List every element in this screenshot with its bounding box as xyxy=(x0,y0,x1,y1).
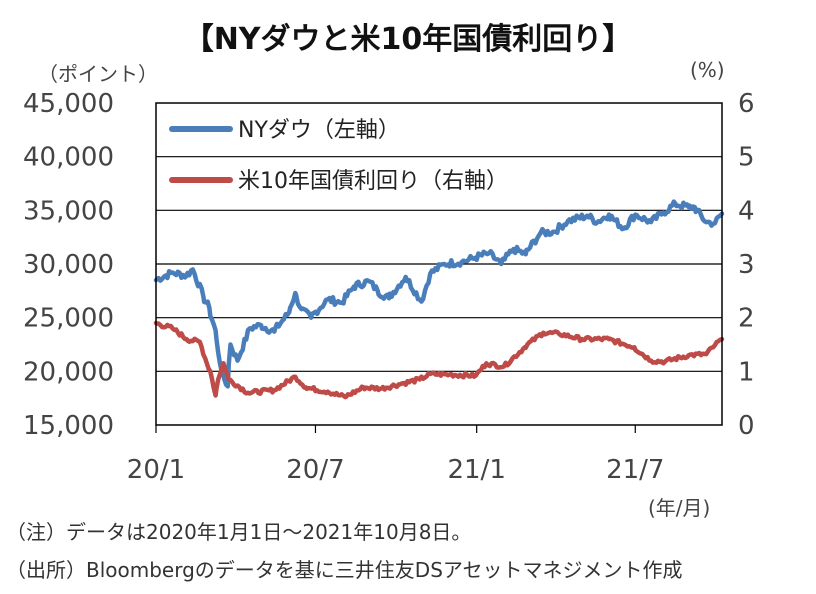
x-tick-label: 21/1 xyxy=(447,455,505,485)
series-lines xyxy=(153,199,725,400)
dow-series-line xyxy=(153,199,725,389)
y-left-tick-label: 15,000 xyxy=(23,411,114,441)
right-axis-unit: (%) xyxy=(690,58,725,82)
y-right-tick-label: 0 xyxy=(738,411,755,441)
y-right-tick-label: 1 xyxy=(738,357,755,387)
plot-frame xyxy=(155,102,723,426)
x-tick-label: 21/7 xyxy=(606,455,664,485)
x-axis-unit: (年/月) xyxy=(648,496,711,520)
y-left-tick-label: 35,000 xyxy=(23,196,114,226)
y-right-tick-label: 6 xyxy=(738,89,755,119)
y-left-tick-label: 20,000 xyxy=(23,357,114,387)
legend-label: NYダウ（左軸） xyxy=(238,118,400,143)
legend: NYダウ（左軸） 米10年国債利回り（右軸） xyxy=(169,118,508,194)
note-data-period: （注）データは2020年1月1日～2021年10月8日。 xyxy=(6,520,472,544)
y-left-tick-label: 30,000 xyxy=(23,250,114,280)
y-right-tick-label: 2 xyxy=(738,304,755,334)
axis-ticks: 15,000 20,000 25,000 30,000 35,000 40,000 45,0… xyxy=(23,89,755,485)
y-right-tick-label: 5 xyxy=(738,143,755,173)
x-tick-label: 20/1 xyxy=(127,455,185,485)
chart-title: 【NYダウと米10年国債利回り】 xyxy=(183,22,633,57)
y-left-tick-label: 45,000 xyxy=(23,89,114,119)
left-axis-unit: （ポイント） xyxy=(38,62,158,86)
legend-label: 米10年国債利回り（右軸） xyxy=(238,169,508,194)
y-left-tick-label: 25,000 xyxy=(23,304,114,334)
note-source: （出所）Bloombergのデータを基に三井住友DSアセットマネジメント作成 xyxy=(6,558,683,582)
x-tick-label: 20/7 xyxy=(286,455,344,485)
y-right-tick-label: 3 xyxy=(738,250,755,280)
y-left-tick-label: 40,000 xyxy=(23,143,114,173)
yield-series-line xyxy=(153,320,725,400)
y-right-tick-label: 4 xyxy=(738,196,755,226)
